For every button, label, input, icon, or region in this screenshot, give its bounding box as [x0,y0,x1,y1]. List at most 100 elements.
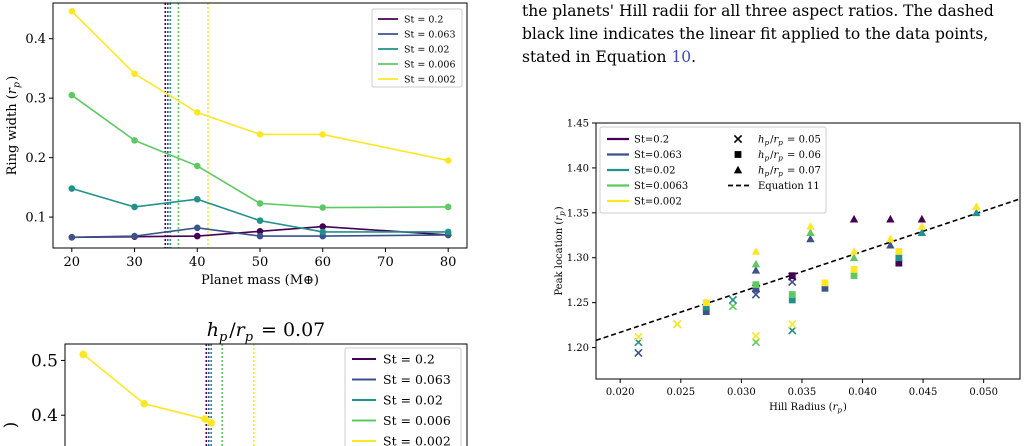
legend-box [599,126,827,214]
triangle-marker [806,228,815,236]
data-point [131,232,138,240]
triangle-marker [806,222,815,230]
legend-marker-icon [733,134,743,144]
data-point [68,185,76,192]
square-marker [752,285,760,293]
x-tick-label: 0.035 [788,387,817,398]
x-tick-label: 80 [440,255,457,270]
equation-ref-link[interactable]: 10 [671,48,692,66]
data-point [256,217,264,224]
x-tick-label: 50 [252,255,269,270]
caption-line-3-text: stated in Equation [522,48,672,66]
x-tick-label: 20 [64,255,81,270]
legend-label: St = 0.063 [383,372,451,387]
triangle-marker [849,247,859,255]
data-point [319,223,327,230]
y-tick-label: 1.45 [567,119,589,130]
fit-line [595,198,1021,342]
y-tick-label: 1.30 [567,253,589,264]
legend-label: hp /rp = 0.07 [758,166,821,179]
legend-label: St = 0.002 [383,434,451,446]
y-tick-label: 0.4 [31,406,58,426]
data-point [319,131,327,138]
legend-label: St=0.2 [634,135,669,146]
x-marker [788,320,797,329]
legend-label: St = 0.006 [383,413,451,428]
y-tick-label: 1.35 [567,208,589,219]
x-tick-label: 70 [377,255,394,270]
square-marker [788,272,796,280]
data-point [131,70,138,78]
data-point [201,415,209,423]
square-marker [788,296,796,304]
x-tick-label: 60 [314,255,331,270]
square-marker [788,291,796,298]
x-tick-label: 0.025 [666,387,695,398]
y-tick-label: 0.2 [25,151,46,166]
data-point [444,157,452,164]
y-axis-label: Ring width (rp ) [5,76,22,176]
chart-title: hp /rp = 0.07 [207,319,326,345]
legend-label: St = 0.02 [383,393,443,408]
legend-box [371,8,463,88]
caption-line-3-end: . [691,48,697,66]
x-axis-label: Hill Radius (rp ) [769,402,847,415]
data-point [193,232,201,240]
legend-box [344,347,462,446]
data-point [140,399,148,408]
legend-label: St = 0.2 [383,352,435,367]
x-marker [751,338,761,347]
y-tick-label: 0.5 [31,351,58,371]
data-point [444,228,452,236]
x-marker [634,332,643,341]
triangle-marker [972,208,981,217]
square-marker [850,266,858,273]
x-axis-label: Planet mass (M⊕) [201,273,319,288]
legend-label: hp /rp = 0.05 [758,135,821,148]
data-point [256,232,264,240]
y-axis-label-partial: ) [1,422,21,429]
triangle-marker [917,228,927,236]
legend-label: St = 0.2 [404,15,443,26]
x-tick-label: 0.020 [606,387,635,398]
square-marker [702,308,710,316]
triangle-marker [849,214,859,223]
data-point [444,203,452,211]
x-marker [728,302,738,311]
square-marker [821,279,829,287]
legend-marker-icon [733,165,743,174]
data-point [193,162,201,170]
x-marker [751,331,761,341]
legend-label: St = 0.006 [404,60,456,71]
x-tick-label: 30 [126,255,143,270]
square-marker [752,281,760,289]
y-tick-label: 1.20 [567,343,589,354]
caption-line-1: the planets' Hill radii for all three as… [522,2,994,20]
peak-location-chart: 0.020 0.025 0.030 0.035 0.040 0.045 0.050 1.20 1… [554,119,1021,415]
legend-label: St = 0.02 [404,45,449,56]
legend-marker-icon [734,151,742,158]
ring-width-chart-007: hp /rp = 0.07 0.4 0.5 St = 0.2 St = 0.063 St … [1,319,468,446]
data-point [79,350,88,359]
data-point [207,419,215,427]
series-line [71,187,449,233]
legend-label: St=0.063 [634,150,682,161]
data-point [256,131,264,138]
legend-label: St = 0.002 [404,75,456,86]
triangle-marker [886,234,895,243]
square-marker [702,303,710,311]
series-line [71,94,449,209]
square-marker [850,272,858,280]
series-line [71,226,449,239]
square-marker [702,299,710,307]
y-tick-label: 0.1 [25,211,46,226]
x-tick-label: 40 [189,255,206,270]
x-marker [788,326,797,335]
x-tick-label: 0.050 [969,387,998,398]
triangle-marker [849,253,859,262]
series-line [82,353,212,424]
data-point [319,228,327,236]
x-tick-label: 0.030 [727,387,756,398]
data-point [256,200,264,207]
